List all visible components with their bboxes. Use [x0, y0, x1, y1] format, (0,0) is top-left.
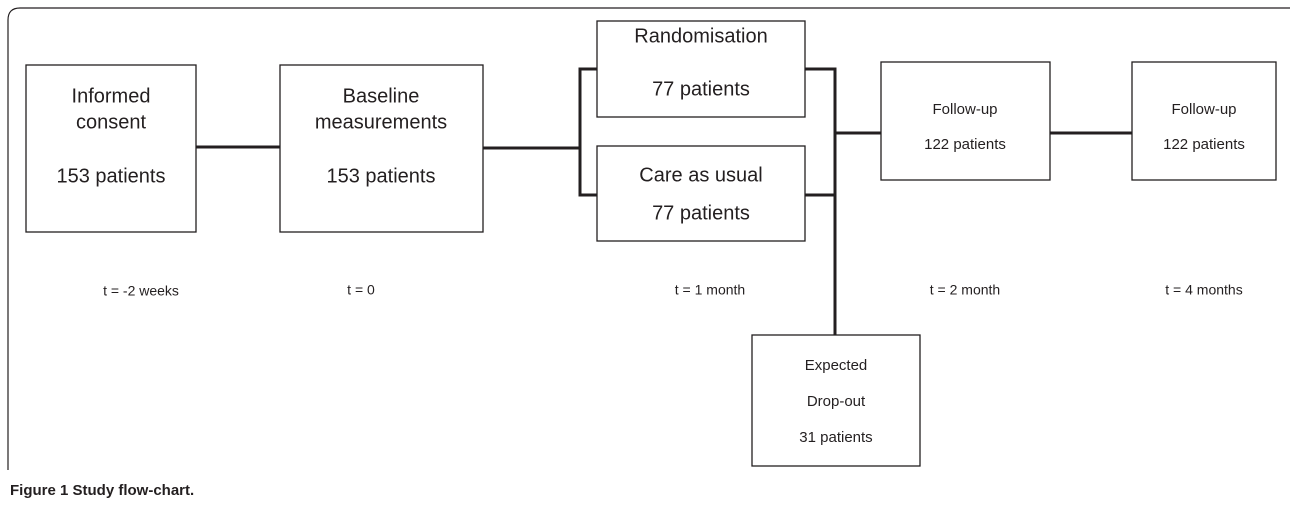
time-label: t = 4 months — [1165, 282, 1242, 298]
time-label: t = -2 weeks — [103, 283, 179, 299]
node-label: measurements — [315, 111, 447, 133]
node-label: 153 patients — [327, 165, 436, 187]
time-label: t = 0 — [347, 282, 375, 298]
node-label: Expected — [805, 357, 868, 374]
node-box — [596, 20, 806, 118]
node-label: Randomisation — [634, 25, 767, 47]
node-box — [25, 64, 197, 233]
node: Follow-up 122 patients — [1131, 61, 1277, 181]
caption: Figure 1 Study flow-chart. — [10, 482, 194, 499]
node: Expected Drop-out 31 patients — [751, 334, 921, 467]
timeline: t = -2 weeks t = 0 t = 1 month t = 2 mon… — [103, 282, 1243, 299]
node-label: Baseline — [343, 85, 420, 107]
node-label: 77 patients — [652, 202, 750, 224]
node-box — [279, 64, 484, 233]
node: Follow-up 122 patients — [880, 61, 1051, 181]
node: Informed consent 153 patients — [25, 64, 197, 233]
connectors — [196, 67, 1132, 335]
node-label: consent — [76, 111, 146, 133]
node-box — [751, 334, 921, 467]
node: Care as usual 77 patients — [596, 145, 806, 242]
node-label: 122 patients — [924, 136, 1006, 153]
node-label: 153 patients — [57, 165, 166, 187]
node-label: 122 patients — [1163, 136, 1245, 153]
frame — [7, 7, 1290, 470]
node-label: Follow-up — [932, 101, 997, 118]
time-label: t = 2 month — [930, 282, 1000, 298]
time-label: t = 1 month — [675, 282, 745, 298]
node-label: Follow-up — [1171, 101, 1236, 118]
node-box — [880, 61, 1051, 181]
node-box — [1131, 61, 1277, 181]
node-box — [596, 145, 806, 242]
node-label: Drop-out — [807, 393, 866, 410]
node-label: Care as usual — [639, 164, 762, 186]
node-label: 31 patients — [799, 429, 872, 446]
node-label: Informed — [72, 85, 151, 107]
connector — [578, 67, 597, 197]
node: Randomisation 77 patients — [596, 20, 806, 118]
node-label: 77 patients — [652, 78, 750, 100]
node: Baseline measurements 153 patients — [279, 64, 484, 233]
